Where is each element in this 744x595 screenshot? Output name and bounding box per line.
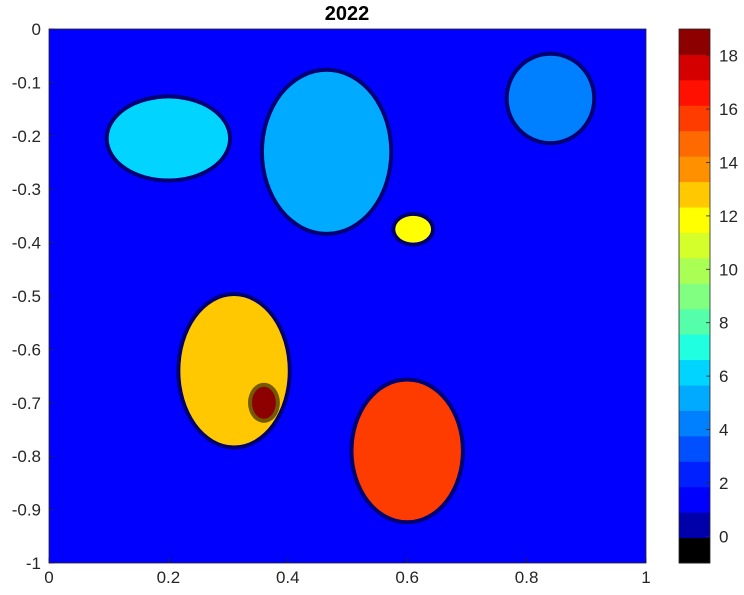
colorbar-swatch [679,257,710,284]
chart-title: 2022 [325,3,370,25]
colorbar-swatch [679,207,710,233]
y-tick-label: -0.3 [12,180,41,199]
x-axis: 0 0.2 0.4 0.6 0.8 1 [44,558,651,587]
colorbar-swatch [679,105,710,132]
y-tick-label: 0 [32,20,41,39]
y-tick-label: -0.5 [12,287,41,306]
colorbar-swatch [679,130,710,157]
y-tick-label: -1 [26,554,41,573]
plot-area [48,28,647,564]
heatmap-region-cluster-small-yellow [395,215,432,243]
colorbar-frame [678,28,711,564]
colorbar-tick-label: 2 [719,474,728,493]
colorbar-swatch [679,79,710,106]
heatmap-region-cluster-right-upper [508,55,593,142]
y-tick-label: -0.6 [12,340,41,359]
colorbar-tick-label: 8 [719,314,728,333]
heatmap-region-cluster-right-lower [353,381,461,521]
colorbar-swatch [679,512,710,539]
colorbar-tick-label: 12 [719,207,738,226]
x-tick-label: 0 [44,568,53,587]
colorbar-swatch [679,29,710,55]
colorbar-swatch [679,54,710,81]
colorbar-swatch [679,461,710,488]
colorbar-tick-label: 4 [719,421,728,440]
heatmap-region-cluster-left-upper [108,98,229,179]
colorbar-swatch [679,283,710,310]
colorbar-swatch [679,334,710,361]
colorbar-swatch [679,385,710,411]
colorbar-swatch [679,537,710,564]
colorbar-tick-label: 10 [719,260,738,279]
x-tick-label: 0.4 [276,568,300,587]
heatmap-region-cluster-dark-red [251,386,276,419]
colorbar-swatch [679,308,710,335]
x-tick-label: 0.6 [395,568,419,587]
colorbar-swatch [679,232,710,259]
y-tick-label: -0.8 [12,447,41,466]
y-tick-label: -0.1 [12,73,41,92]
colorbar-tick-label: 6 [719,367,728,386]
colorbar-tick-label: 0 [719,527,728,546]
colorbar-swatch [679,181,710,208]
x-tick-label: 0.2 [157,568,181,587]
colorbar-swatch [679,359,710,386]
colorbar-swatch [679,156,710,183]
colorbar-tick-label: 14 [719,154,738,173]
y-tick-label: -0.7 [12,394,41,413]
colorbar-swatch [679,410,710,437]
colorbar: 0 2 4 6 8 10 12 14 16 18 [678,28,738,564]
heatmap-region-cluster-left-lower [180,296,288,446]
y-axis: 0 -0.1 -0.2 -0.3 -0.4 -0.5 -0.6 -0.7 -0.8 -0.9 -1 [12,20,54,573]
colorbar-tick-label: 18 [719,47,738,66]
heatmap-region-cluster-center-upper [263,71,390,232]
x-tick-label: 1 [641,568,650,587]
colorbar-swatch [679,435,710,462]
colorbar-tick-label: 16 [719,100,738,119]
y-tick-label: -0.4 [12,234,41,253]
y-tick-label: -0.9 [12,501,41,520]
x-tick-label: 0.8 [515,568,539,587]
y-tick-label: -0.2 [12,127,41,146]
colorbar-swatch [679,486,710,513]
